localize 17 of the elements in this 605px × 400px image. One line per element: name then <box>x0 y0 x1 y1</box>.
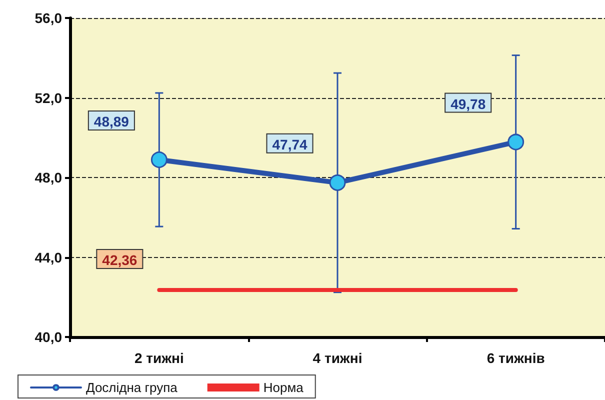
data-label: 42,36 <box>102 252 138 268</box>
y-tick-label: 52,0 <box>34 90 62 106</box>
y-tick-label: 44,0 <box>34 249 62 266</box>
x-tick-label: 6 тижнів <box>486 350 546 366</box>
y-tick-label: 40,0 <box>34 329 62 345</box>
legend-label: Норма <box>263 380 304 395</box>
y-tick-label: 48,0 <box>34 170 62 186</box>
data-label: 49,78 <box>450 96 486 112</box>
y-tick-label: 56,0 <box>34 10 62 26</box>
point <box>150 152 168 168</box>
data-label: 48,89 <box>94 114 130 130</box>
point <box>329 174 346 191</box>
legend-label: Дослідна група <box>86 380 178 395</box>
x-tick-label: 2 тижні <box>134 350 184 366</box>
point <box>508 134 524 150</box>
x-tick-label: 4 тижні <box>312 350 362 366</box>
data-label: 47,74 <box>272 136 308 152</box>
